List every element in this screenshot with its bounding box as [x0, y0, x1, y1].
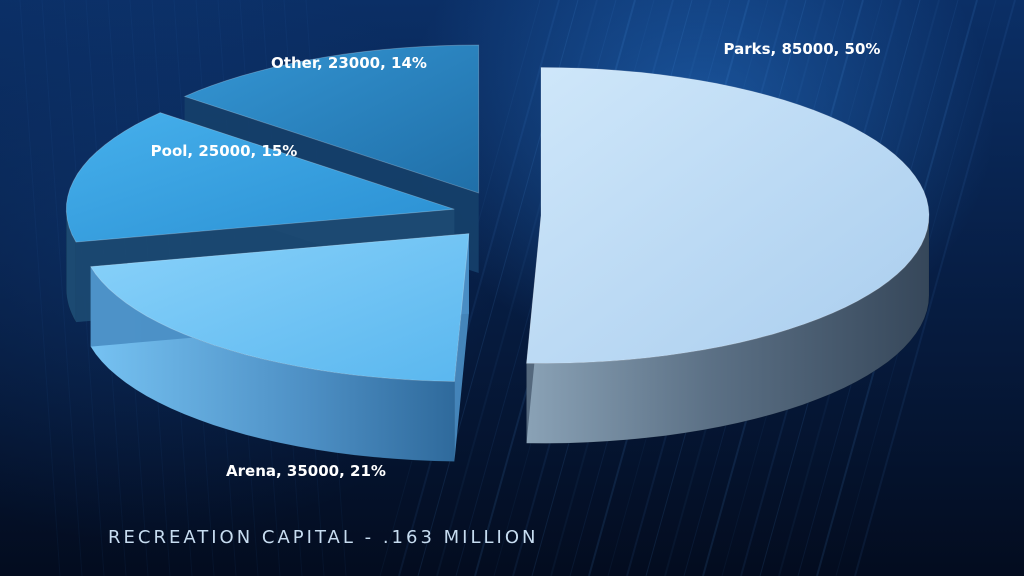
slice-top-parks: [526, 67, 930, 364]
slice-label-pool: Pool, 25000, 15%: [151, 142, 298, 160]
background-streak: [854, 0, 1016, 576]
slide-title: RECREATION CAPITAL - .163 MILLION: [108, 527, 539, 548]
slice-top-other: [183, 44, 480, 194]
slice-top-pool: [65, 112, 455, 243]
background-streak: [19, 0, 61, 576]
slice-top-arena: [89, 233, 470, 382]
slice-side-pool: [66, 209, 77, 324]
background-streak: [41, 0, 83, 576]
slice-label-parks: Parks, 85000, 50%: [724, 40, 881, 58]
slice-label-arena: Arena, 35000, 21%: [226, 462, 386, 480]
background-streak: [398, 0, 560, 576]
slice-label-other: Other, 23000, 14%: [271, 54, 427, 72]
